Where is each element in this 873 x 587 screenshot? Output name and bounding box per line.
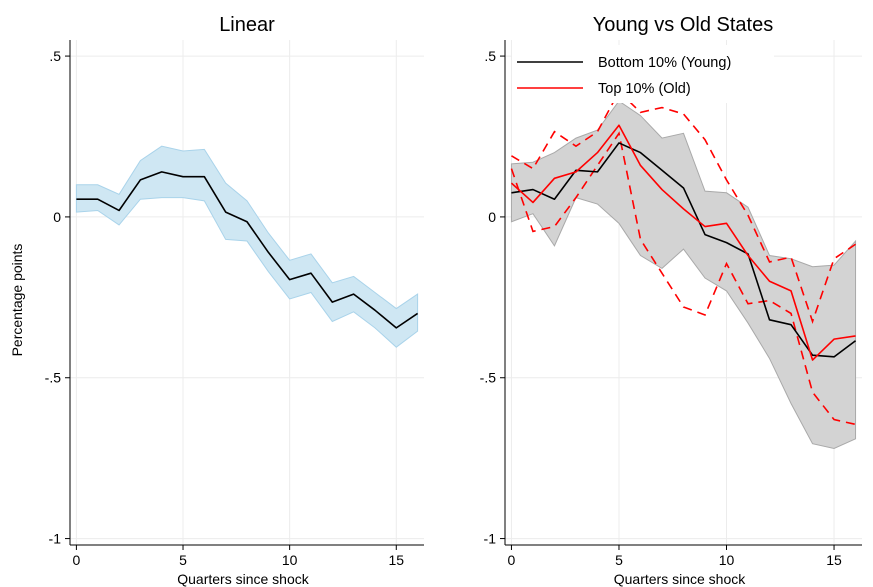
x-tick-label: 0 <box>508 552 516 568</box>
series-line <box>510 124 856 361</box>
legend: Bottom 10% (Young) Top 10% (Old) <box>512 45 774 103</box>
x-tick-label: 5 <box>179 552 187 568</box>
x-tick-label: 0 <box>73 552 81 568</box>
confidence-band <box>510 100 857 450</box>
x-tick-label: 10 <box>719 552 735 568</box>
legend-label: Top 10% (Old) <box>598 81 691 97</box>
confidence-band <box>75 145 419 348</box>
chart-title: Young vs Old States <box>593 14 774 36</box>
y-tick-label: .5 <box>484 48 496 64</box>
chart-title: Linear <box>219 14 275 36</box>
y-tick-label: 0 <box>488 209 496 225</box>
y-tick-label: .5 <box>49 48 61 64</box>
y-axis-label: Percentage points <box>9 244 25 357</box>
panel-young-vs-old: 0 5 10 15 -1 -.5 0 .5 Young vs Old States Quarter… <box>480 14 862 587</box>
series-line <box>76 171 419 329</box>
x-tick-label: 15 <box>388 552 404 568</box>
y-tick-label: -.5 <box>45 370 62 386</box>
x-tick-label: 5 <box>615 552 623 568</box>
panel-linear: 0 5 10 15 -1 -.5 0 .5 Linear Quarters since shock… <box>9 14 424 587</box>
y-tick-label: -1 <box>484 531 497 547</box>
series-upper-bound-line <box>511 90 856 324</box>
y-tick-label: -1 <box>49 531 62 547</box>
x-axis-label: Quarters since shock <box>614 571 746 587</box>
y-tick-label: -.5 <box>480 370 497 386</box>
series-lower-bound-line <box>510 131 856 426</box>
x-axis-label: Quarters since shock <box>177 571 309 587</box>
legend-background <box>512 45 774 103</box>
x-tick-label: 10 <box>282 552 298 568</box>
series-line <box>511 142 857 358</box>
x-tick-label: 15 <box>826 552 842 568</box>
y-tick-label: 0 <box>53 209 61 225</box>
legend-label: Bottom 10% (Young) <box>598 55 731 71</box>
